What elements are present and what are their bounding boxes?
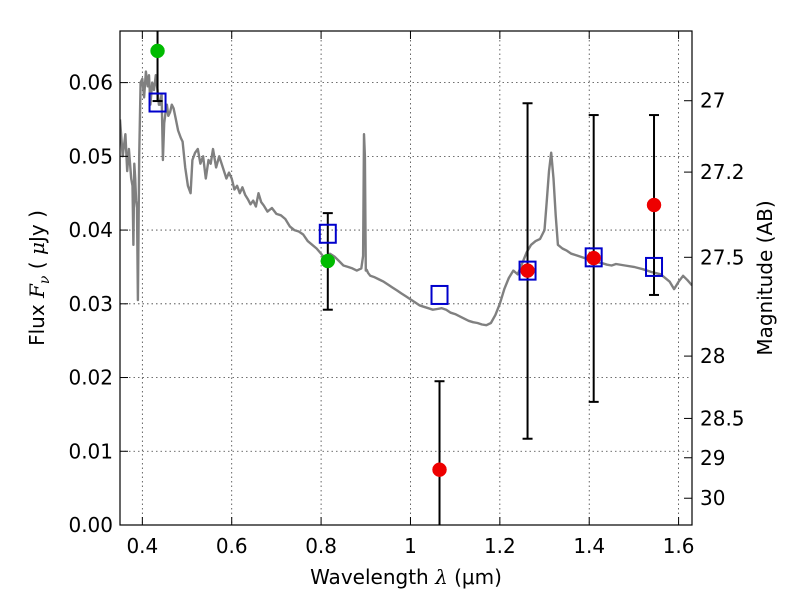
y-axis-label-text: Flux <box>25 298 49 346</box>
y-axis-label-unit-rest: Jy ) <box>25 210 49 244</box>
y-tick-label: 0.04 <box>68 218 113 242</box>
detected-flux-point <box>320 253 336 269</box>
x-tick-label: 1 <box>404 534 417 558</box>
detected-flux-point <box>150 43 165 59</box>
y-tick-label: 0.03 <box>68 292 113 316</box>
markers <box>148 43 664 477</box>
y2-tick-label: 27 <box>700 89 725 113</box>
x-axis-label-symbol: λ <box>434 565 448 589</box>
undetected-flux-point <box>520 263 535 278</box>
model-point-square <box>584 247 603 268</box>
plot-frame <box>119 30 693 526</box>
y2-tick-label: 29 <box>700 446 725 470</box>
model-point-square <box>645 256 664 277</box>
y-axis-label-symbol: F <box>25 283 49 299</box>
y-axis-label-subscript: ν <box>37 275 53 284</box>
model-point-square <box>148 92 167 113</box>
y-tick-label: 0.06 <box>68 71 113 95</box>
y-tick-label: 0.05 <box>68 144 113 168</box>
y-axis-label: Flux Fν ( μJy ) <box>25 210 53 346</box>
y2-axis-label: Magnitude (AB) <box>753 200 777 355</box>
y2-tick-label: 30 <box>700 486 725 510</box>
x-tick-label: 1.2 <box>484 534 516 558</box>
x-tick-label: 0.6 <box>216 534 248 558</box>
y-tick-label: 0.01 <box>68 439 113 463</box>
y2-tick-label: 27.2 <box>700 160 745 184</box>
x-tick-label: 0.4 <box>126 534 158 558</box>
x-axis-label: Wavelength λ (μm) <box>310 565 502 589</box>
y-tick-label: 0.02 <box>68 366 113 390</box>
x-tick-label: 0.8 <box>305 534 337 558</box>
undetected-flux-point <box>432 462 447 477</box>
model-point-square <box>518 260 537 281</box>
ticks: 0.4 0.6 0.8 1 1.2 1.4 1.6 0.00 0.01 0.02 0.03 0.04 0… <box>68 31 745 558</box>
y-axis-label-unit-symbol: μ <box>25 242 49 255</box>
y-axis-label-unit-open: ( <box>25 255 49 276</box>
x-tick-label: 1.4 <box>573 534 605 558</box>
undetected-flux-point <box>586 250 601 266</box>
y2-tick-label: 28.5 <box>700 406 745 430</box>
model-point-square <box>430 284 449 305</box>
y2-tick-label: 28 <box>700 344 725 368</box>
x-tick-label: 1.6 <box>663 534 695 558</box>
y-tick-label: 0.00 <box>68 513 113 537</box>
undetected-flux-point <box>646 197 662 213</box>
y2-tick-label: 27.5 <box>700 245 745 269</box>
x-axis-label-text: Wavelength <box>310 565 435 589</box>
x-axis-label-unit: (μm) <box>448 565 502 589</box>
model-point-square <box>318 223 337 244</box>
